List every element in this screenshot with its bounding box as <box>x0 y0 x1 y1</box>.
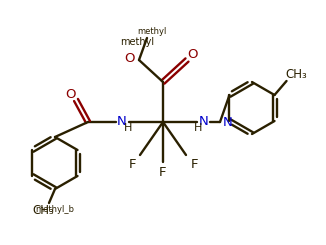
Text: N: N <box>117 115 127 128</box>
Text: F: F <box>190 159 198 172</box>
Text: O: O <box>125 51 135 64</box>
Text: methyl: methyl <box>137 27 167 37</box>
Text: O: O <box>65 87 75 100</box>
Text: methyl: methyl <box>120 37 154 47</box>
Text: CH₃: CH₃ <box>286 69 307 82</box>
Text: H: H <box>124 123 132 133</box>
Text: N: N <box>223 117 232 130</box>
Text: CH₃: CH₃ <box>32 205 54 218</box>
Text: N: N <box>199 115 209 128</box>
Text: methyl_b: methyl_b <box>36 205 75 213</box>
Text: F: F <box>128 159 136 172</box>
Text: H: H <box>194 123 202 133</box>
Text: F: F <box>159 166 167 179</box>
Text: O: O <box>188 49 198 61</box>
